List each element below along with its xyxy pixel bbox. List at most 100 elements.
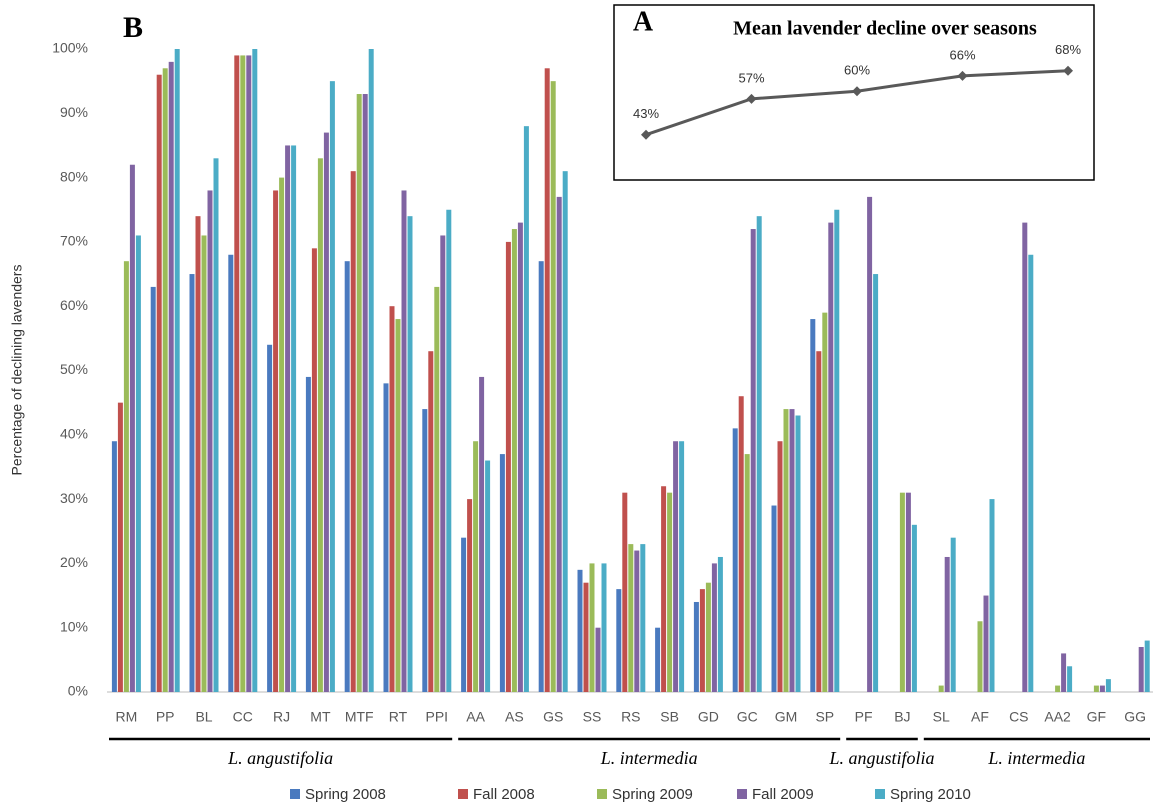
x-tick-label: SL xyxy=(933,709,950,725)
y-tick-label: 20% xyxy=(60,554,88,570)
bar xyxy=(705,582,711,692)
bar xyxy=(368,49,374,692)
x-tick-label: AA xyxy=(466,709,485,725)
bar xyxy=(783,409,789,692)
bar xyxy=(344,261,350,692)
bar xyxy=(479,376,485,692)
bar xyxy=(1144,640,1150,692)
bar xyxy=(434,286,440,692)
bar xyxy=(577,569,583,692)
legend-label: Spring 2010 xyxy=(890,786,971,803)
y-tick-label: 10% xyxy=(60,618,88,634)
x-tick-label: GC xyxy=(737,709,758,725)
x-tick-label: AS xyxy=(505,709,524,725)
bar xyxy=(461,537,467,692)
bar xyxy=(305,376,311,692)
legend-label: Spring 2009 xyxy=(612,786,693,803)
y-tick-label: 100% xyxy=(52,40,88,56)
x-tick-label: SP xyxy=(815,709,834,725)
bar xyxy=(1061,653,1067,692)
x-tick-label: CS xyxy=(1009,709,1028,725)
bar xyxy=(383,383,389,692)
bar xyxy=(595,627,601,692)
bar xyxy=(446,209,452,692)
bar xyxy=(473,441,479,692)
bar xyxy=(616,589,622,692)
x-tick-label: CC xyxy=(233,709,253,725)
group-label: L. angustifolia xyxy=(828,748,934,768)
data-label: 43% xyxy=(633,106,659,121)
data-label: 57% xyxy=(738,70,764,85)
bar xyxy=(589,563,595,692)
x-tick-label: SS xyxy=(583,709,602,725)
bar xyxy=(285,145,291,692)
bar xyxy=(634,550,640,692)
bar xyxy=(401,190,407,692)
bar xyxy=(1067,666,1073,692)
bar xyxy=(467,499,473,692)
bar xyxy=(356,94,362,692)
bar xyxy=(207,190,213,692)
bar xyxy=(273,190,279,692)
bar xyxy=(816,351,822,692)
bar xyxy=(240,55,246,693)
bar xyxy=(246,55,252,693)
bar xyxy=(1055,685,1061,692)
legend-label: Fall 2008 xyxy=(473,786,535,803)
bar xyxy=(732,428,738,692)
bar xyxy=(756,216,762,692)
bar xyxy=(905,492,911,692)
bar xyxy=(407,216,413,692)
marker xyxy=(746,93,757,104)
x-tick-label: GS xyxy=(543,709,563,725)
x-tick-label: SB xyxy=(660,709,679,725)
x-tick-label: AF xyxy=(971,709,989,725)
bar xyxy=(834,209,840,692)
bar xyxy=(628,544,634,692)
bar xyxy=(777,441,783,692)
x-tick-label: GF xyxy=(1087,709,1106,725)
data-label: 60% xyxy=(844,63,870,78)
x-tick-label: RS xyxy=(621,709,640,725)
x-tick-label: BJ xyxy=(894,709,910,725)
bar xyxy=(517,222,523,693)
bar xyxy=(156,74,162,693)
bar xyxy=(389,306,395,692)
y-tick-label: 60% xyxy=(60,297,88,313)
bar xyxy=(135,235,141,692)
bar xyxy=(828,222,834,693)
marker xyxy=(1063,65,1073,76)
bar xyxy=(622,492,628,692)
inset-title: Mean lavender decline over seasons xyxy=(733,18,1037,40)
x-tick-label: BL xyxy=(195,709,212,725)
bar xyxy=(667,492,673,692)
bar xyxy=(556,196,562,692)
bar xyxy=(711,563,717,692)
bar xyxy=(111,441,117,692)
bar xyxy=(499,454,505,692)
inset-panel-letter: A xyxy=(633,6,654,37)
data-label: 68% xyxy=(1055,42,1081,57)
bar xyxy=(174,49,180,692)
legend-swatch xyxy=(597,789,607,799)
bar xyxy=(150,286,156,692)
bar xyxy=(1099,685,1105,692)
bar xyxy=(810,319,816,692)
x-tick-label: MTF xyxy=(345,709,374,725)
bar xyxy=(562,171,568,693)
x-tick-label: MT xyxy=(310,709,331,725)
bar xyxy=(938,685,944,692)
bar xyxy=(311,248,317,692)
bar xyxy=(162,68,168,693)
bar xyxy=(234,55,240,693)
bar xyxy=(252,49,258,692)
bar xyxy=(950,537,956,692)
bar xyxy=(189,274,195,692)
bar xyxy=(1105,679,1111,692)
legend-swatch xyxy=(458,789,468,799)
y-tick-label: 30% xyxy=(60,490,88,506)
bar xyxy=(661,486,667,692)
bar xyxy=(601,563,607,692)
bar xyxy=(329,81,335,692)
bar xyxy=(123,261,129,692)
